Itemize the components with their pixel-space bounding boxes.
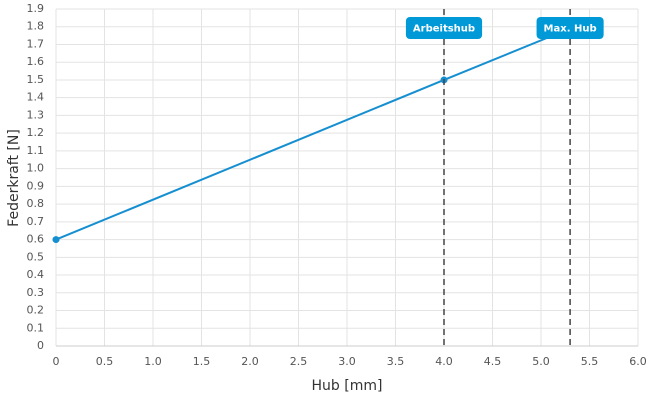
x-tick-label: 5.5	[581, 355, 599, 368]
y-tick-label: 1.1	[27, 144, 45, 157]
annotation-label: Arbeitshub	[413, 24, 475, 35]
x-tick-label: 3.0	[338, 355, 356, 368]
y-tick-label: 1.3	[27, 108, 45, 121]
y-tick-label: 0.7	[27, 215, 45, 228]
y-tick-label: 1.8	[27, 20, 45, 33]
y-tick-label: 0	[37, 339, 44, 352]
y-tick-label: 0.9	[27, 179, 45, 192]
annotation-box	[405, 17, 483, 39]
x-tick-label: 2.5	[290, 355, 308, 368]
x-tick-label: 2.0	[241, 355, 259, 368]
x-tick-label: 6.0	[629, 355, 647, 368]
x-tick-label: 0	[53, 355, 60, 368]
y-tick-label: 1.2	[27, 126, 45, 139]
annotation: Max. Hub	[536, 17, 604, 39]
y-tick-label: 1.7	[27, 37, 45, 50]
y-tick-label: 0.2	[27, 304, 45, 317]
x-tick-label: 5.0	[532, 355, 550, 368]
y-tick-label: 1.6	[27, 55, 45, 68]
x-axis-title: Hub [mm]	[312, 378, 383, 394]
x-tick-label: 0.5	[96, 355, 114, 368]
y-tick-label: 0.1	[27, 321, 45, 334]
point	[52, 236, 60, 244]
annotation-label: Max. Hub	[544, 24, 597, 35]
y-tick-label: 1.0	[27, 162, 45, 175]
y-tick-label: 0.4	[27, 268, 45, 281]
y-tick-label: 1.9	[27, 2, 45, 15]
annotation: Arbeitshub	[405, 17, 483, 39]
y-axis-title: Federkraft [N]	[6, 129, 22, 227]
annotation-box	[536, 17, 604, 39]
y-tick-label: 1.5	[27, 73, 45, 86]
y-tick-label: 1.4	[27, 91, 45, 104]
y-tick-label: 0.8	[27, 197, 45, 210]
x-tick-label: 1.5	[193, 355, 211, 368]
y-tick-label: 0.5	[27, 250, 45, 263]
y-tick-label: 0.3	[27, 286, 45, 299]
x-tick-label: 4.0	[435, 355, 453, 368]
y-tick-label: 0.6	[27, 233, 45, 246]
x-tick-label: 4.5	[484, 355, 502, 368]
x-tick-label: 1.0	[144, 355, 162, 368]
x-tick-label: 3.5	[387, 355, 405, 368]
